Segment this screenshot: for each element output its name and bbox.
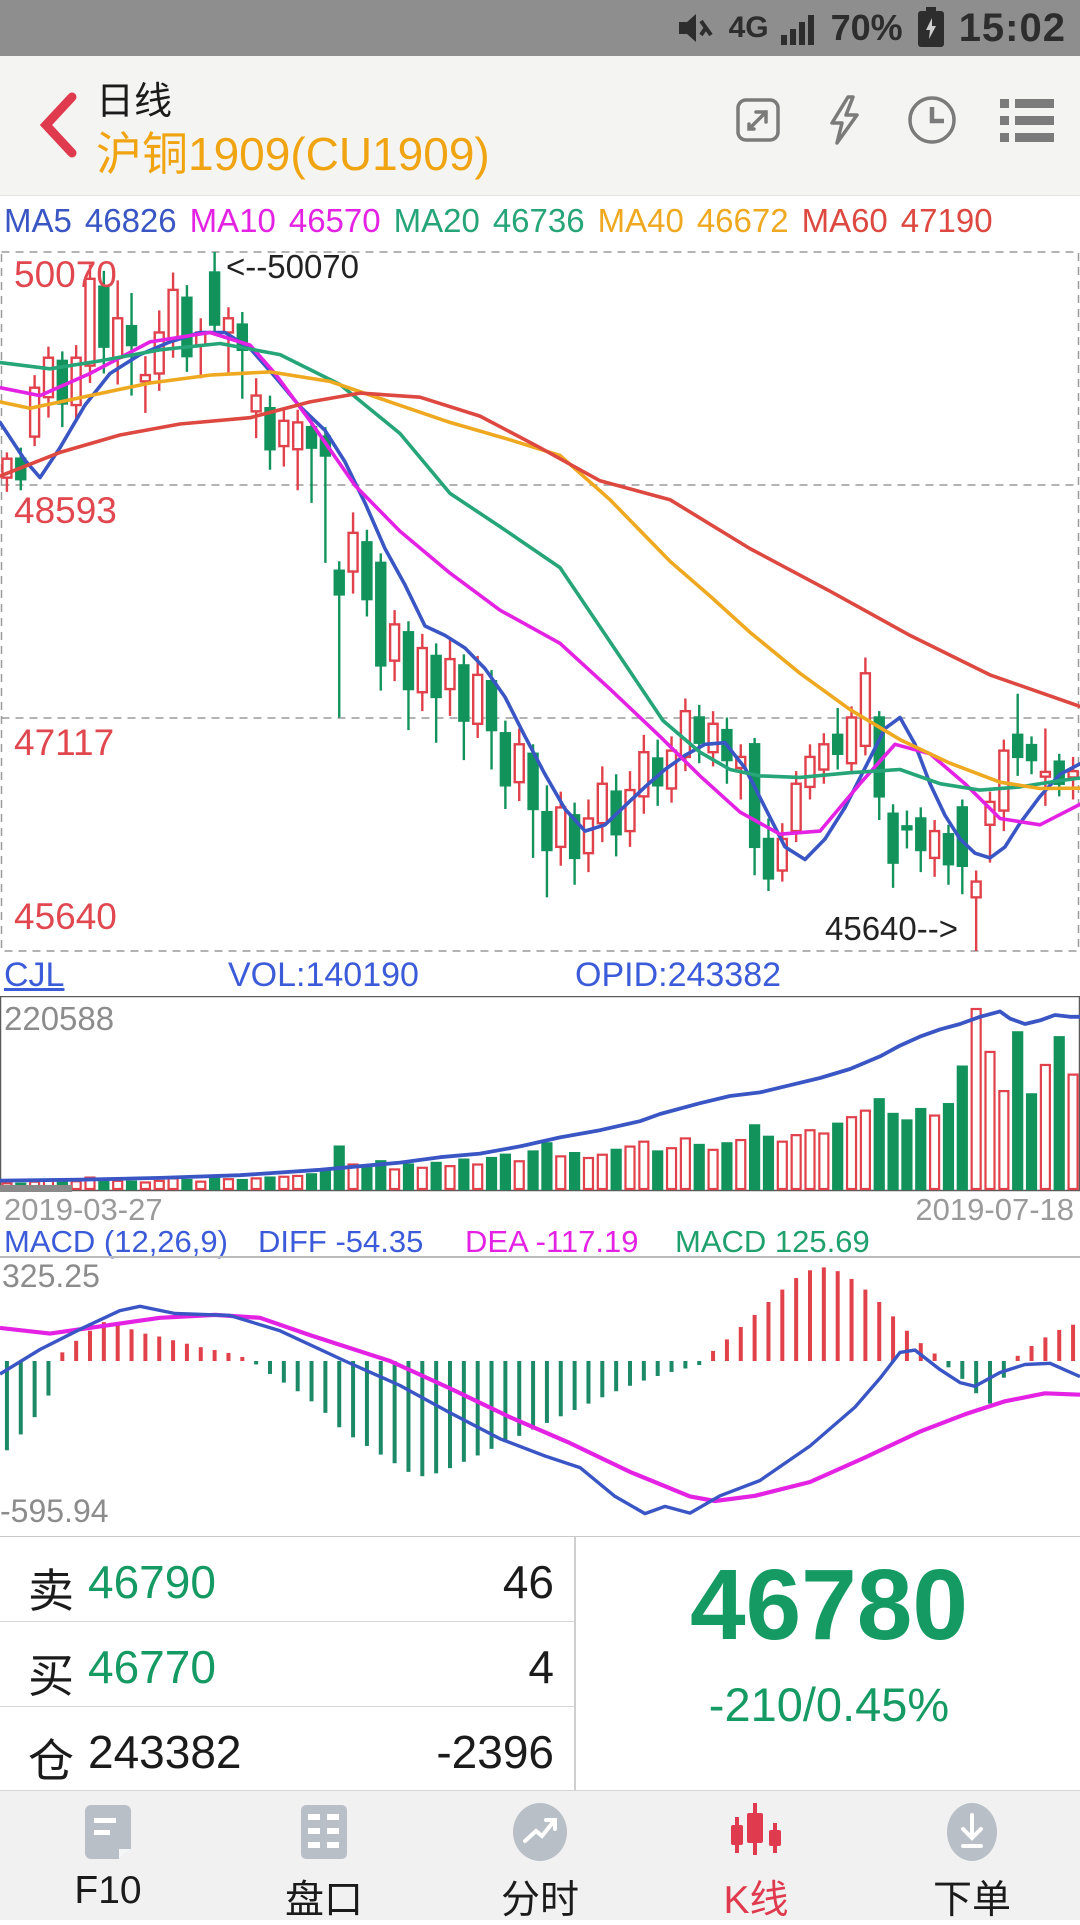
bid-row[interactable]: 买 46770 4 [0,1622,574,1707]
cjl-indicator-label[interactable]: CJL [4,956,65,994]
nav-kline-label: K线 [723,1879,789,1922]
back-button[interactable] [38,92,78,158]
ma60-label: MA60 [801,202,888,239]
ma10-value: 46570 [288,202,381,239]
oi-label: 仓 [28,1735,74,1787]
end-date: 2019-07-18 [915,1192,1074,1227]
last-price: 46780 [689,1549,969,1661]
ma-legend: MA5 46826 MA10 46570 MA20 46736 MA40 46672 M… [4,196,1076,246]
order-icon [941,1801,1003,1863]
clock-icon[interactable] [906,94,958,146]
nav-xiadan[interactable]: 下单 [864,1791,1080,1922]
bid-qty: 4 [528,1641,554,1693]
ma5-value: 46826 [84,202,177,239]
nav-f10[interactable]: F10 [0,1791,216,1920]
network-type: 4G [728,11,769,44]
clock-time: 15:02 [958,5,1066,50]
low-annotation: 45640--> [824,910,958,947]
quote-panel: 卖 46790 46 买 46770 4 仓 243382 -2396 4678… [0,1536,1080,1791]
period-label: 日线 [96,81,173,123]
macd-value: MACD 125.69 [675,1224,870,1259]
bid-price: 46770 [88,1641,216,1693]
nav-fenshi[interactable]: 分时 [432,1791,648,1922]
macd-chart[interactable]: 325.25 -595.94 [0,1256,1080,1536]
volume-header-row: CJL VOL:140190 OPID:243382 [0,956,1080,996]
mute-icon [675,7,717,49]
high-annotation: <--50070 [226,248,360,285]
nav-pankou-label: 盘口 [284,1879,363,1922]
ask-row[interactable]: 卖 46790 46 [0,1537,574,1622]
nav-fenshi-label: 分时 [500,1879,579,1922]
ask-label: 卖 [28,1565,74,1617]
trend-icon [509,1801,571,1863]
bid-label: 买 [28,1650,74,1702]
start-date: 2019-03-27 [4,1192,163,1227]
vol-value-label: VOL:140190 [228,956,419,994]
price-label-max: 50070 [14,254,117,295]
ma20-value: 46736 [492,202,585,239]
battery-icon [915,7,947,49]
oi-change: -2396 [436,1726,554,1778]
header: 日线 沪铜1909(CU1909) [0,56,1080,196]
ma40-value: 46672 [696,202,789,239]
symbol-title: 沪铜1909(CU1909) [96,128,490,180]
volume-max-label: 220588 [4,1000,115,1037]
dea-value: DEA -117.19 [465,1224,639,1259]
nav-xiadan-label: 下单 [932,1879,1011,1922]
macd-min-label: -595.94 [0,1493,109,1529]
status-bar: 4G 70% 15:02 [0,0,1080,56]
opid-value-label: OPID:243382 [575,956,782,994]
macd-title[interactable]: MACD (12,26,9) [4,1224,228,1259]
last-price-panel: 46780 -210/0.45% [578,1537,1080,1791]
candle-icon [727,1801,785,1863]
volume-chart[interactable]: 220588 [0,996,1080,1192]
price-label-min: 45640 [14,896,117,937]
list-icon[interactable] [1000,97,1054,143]
price-label-2: 48593 [14,490,117,531]
date-range-row: 2019-03-27 2019-07-18 [0,1192,1080,1227]
nav-pankou[interactable]: 盘口 [216,1791,432,1922]
document-icon [79,1801,137,1863]
expand-icon[interactable] [734,96,782,144]
nav-kline[interactable]: K线 [648,1791,864,1922]
candlestick-chart[interactable]: 50070 48593 47117 45640 <--50070 45640--… [0,246,1080,956]
ask-price: 46790 [88,1556,216,1608]
bottom-nav: F10 盘口 分时 K线 下单 [0,1790,1080,1922]
grid-icon [298,1801,350,1863]
ask-qty: 46 [502,1556,554,1608]
ma40-label: MA40 [597,202,684,239]
diff-value: DIFF -54.35 [258,1224,424,1259]
nav-f10-label: F10 [74,1869,142,1912]
price-change: -210/0.45% [708,1678,950,1731]
macd-header-row: MACD (12,26,9) DIFF -54.35 DEA -117.19 M… [0,1224,1080,1259]
ma60-value: 47190 [900,202,993,239]
signal-icon [780,11,819,45]
open-interest-row[interactable]: 仓 243382 -2396 [0,1707,574,1791]
macd-max-label: 325.25 [2,1258,100,1294]
ma10-label: MA10 [189,202,276,239]
battery-percent: 70% [830,7,903,48]
lightning-icon[interactable] [824,94,864,146]
ma20-label: MA20 [393,202,480,239]
ma5-label: MA5 [4,202,72,239]
oi-value: 243382 [88,1726,242,1778]
price-label-3: 47117 [14,722,115,763]
